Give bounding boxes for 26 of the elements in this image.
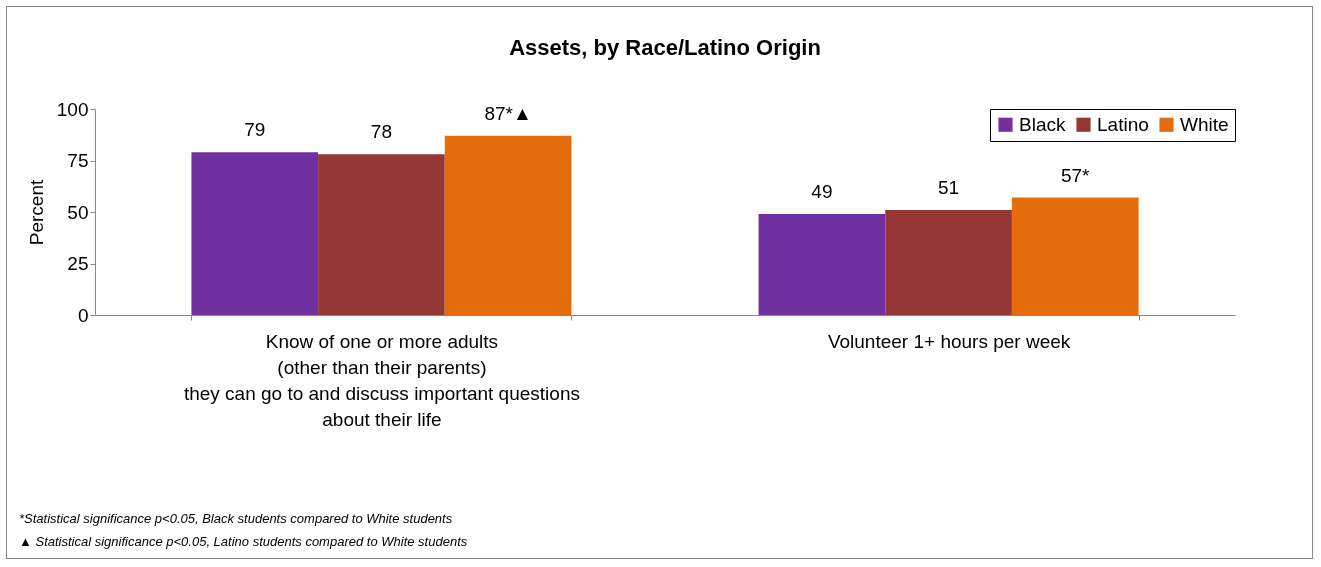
bar — [885, 209, 1012, 315]
data-label: 51 — [938, 176, 960, 198]
bar — [191, 152, 319, 315]
y-tick-label: 75 — [67, 150, 89, 171]
x-tick-label: Know of one or more adults (other than their parents) they can go to and discuss important questions about their life — [183, 330, 580, 430]
legend-label: Latino — [1097, 113, 1149, 135]
y-axis-title: Percent — [25, 179, 47, 246]
y-tick-label: 0 — [77, 304, 89, 326]
bar — [758, 214, 886, 315]
data-label: 49 — [811, 181, 833, 203]
data-label: 57* — [1060, 164, 1091, 186]
data-label: 78 — [370, 121, 392, 143]
y-tick-label: 25 — [67, 253, 89, 274]
text: *Statistical significance p<0.05, Black students compared to White students — [19, 510, 454, 528]
data-label: 87*▲ — [484, 102, 532, 124]
legend-label: Black — [1019, 113, 1066, 135]
y-tick-label: 50 — [67, 201, 89, 223]
text: ▲ Statistical significance p<0.05, Latino students compared to White students — [19, 533, 468, 551]
data-label: 79 — [244, 119, 266, 141]
chart-title: Assets, by Race/Latino Origin — [509, 35, 821, 60]
bar — [1011, 197, 1139, 315]
y-tick-label: 100 — [56, 98, 89, 120]
bar — [444, 135, 572, 315]
legend-label: White — [1180, 113, 1229, 135]
x-tick-label: Volunteer 1+ hours per week — [827, 330, 1071, 352]
bar — [318, 154, 445, 315]
